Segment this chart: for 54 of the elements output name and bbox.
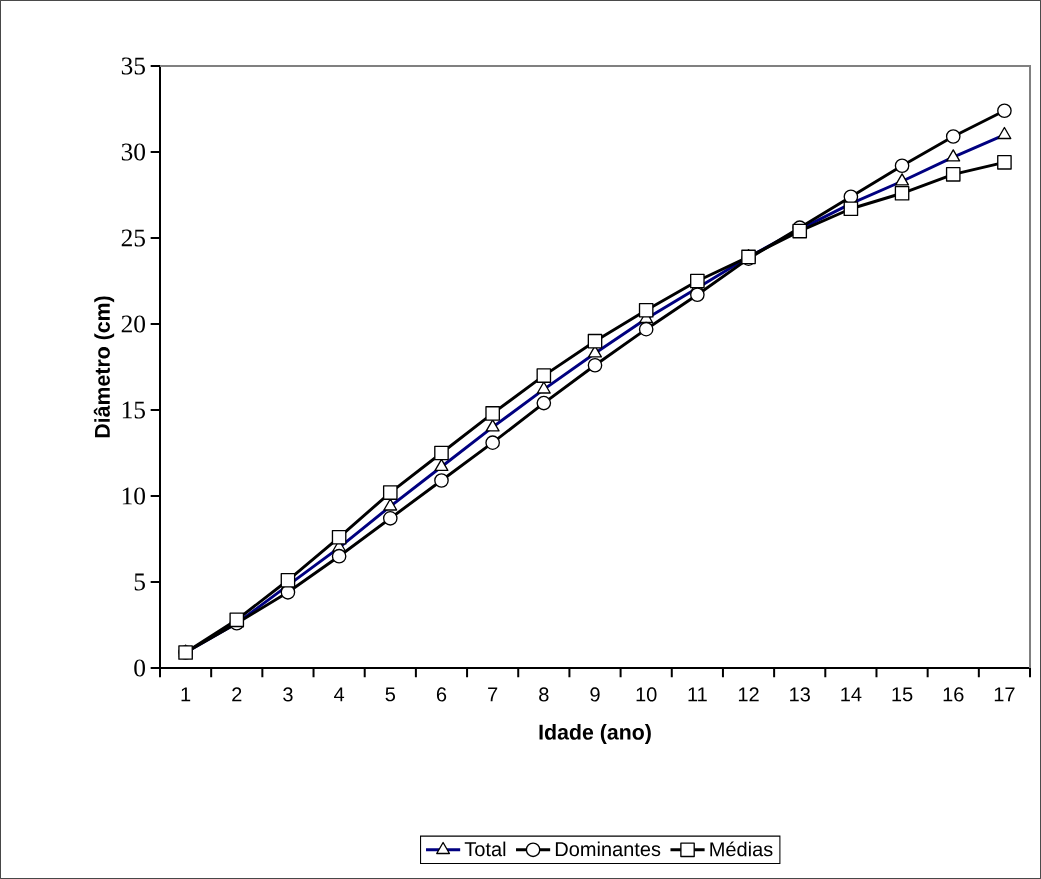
x-tick-label: 1 (181, 687, 191, 702)
x-axis-title: Idade (ano) (539, 724, 651, 744)
x-tick-label: 3 (283, 687, 293, 702)
y-tick-label: 25 (121, 229, 145, 247)
point (434, 445, 449, 461)
x-tick-label: 17 (994, 687, 1015, 702)
y-tick-label: 35 (121, 57, 145, 75)
point (997, 154, 1012, 170)
point (638, 302, 654, 318)
x-tick-label: 9 (590, 687, 600, 702)
x-tick-label: 15 (892, 687, 913, 702)
point (945, 167, 961, 182)
point (485, 406, 500, 421)
x-tick-label: 7 (488, 687, 498, 702)
x-tick-label: 16 (943, 687, 964, 702)
point (382, 511, 398, 526)
legend-label: Total (464, 841, 506, 857)
y-tick-label: 30 (121, 143, 145, 161)
point (280, 572, 296, 588)
point (690, 287, 705, 303)
point (331, 529, 347, 545)
point (843, 201, 859, 217)
x-tick-label: 4 (334, 687, 345, 702)
y-axis-title: Diâmetro (cm) (93, 296, 115, 438)
x-tick-label: 5 (385, 687, 396, 702)
x-tick-label: 13 (790, 687, 810, 702)
y-tick-label: 20 (121, 315, 145, 333)
point (382, 485, 398, 500)
x-tick-label: 8 (539, 687, 549, 702)
point (894, 185, 910, 201)
x-tick-label: 10 (636, 687, 657, 702)
x-tick-label: 12 (738, 687, 759, 702)
legend-label: Dominantes (555, 841, 661, 857)
x-tick-label: 2 (232, 687, 242, 702)
y-tick-label: 0 (134, 659, 145, 677)
point (434, 473, 449, 488)
point (536, 395, 552, 411)
point (997, 103, 1012, 119)
point (945, 129, 961, 144)
y-tick-label: 15 (122, 401, 145, 419)
y-tick-label: 5 (134, 573, 145, 591)
point (587, 357, 603, 373)
x-tick-label: 14 (841, 687, 862, 702)
x-tick-label: 11 (688, 687, 707, 702)
point (331, 548, 347, 564)
point (536, 368, 552, 383)
x-tick-label: 6 (436, 687, 447, 702)
y-tick-label: 10 (122, 487, 145, 505)
point (587, 333, 603, 349)
point (894, 158, 910, 174)
point (638, 321, 654, 337)
point (690, 273, 705, 289)
legend-label: Médias (710, 841, 773, 857)
point (485, 435, 500, 451)
